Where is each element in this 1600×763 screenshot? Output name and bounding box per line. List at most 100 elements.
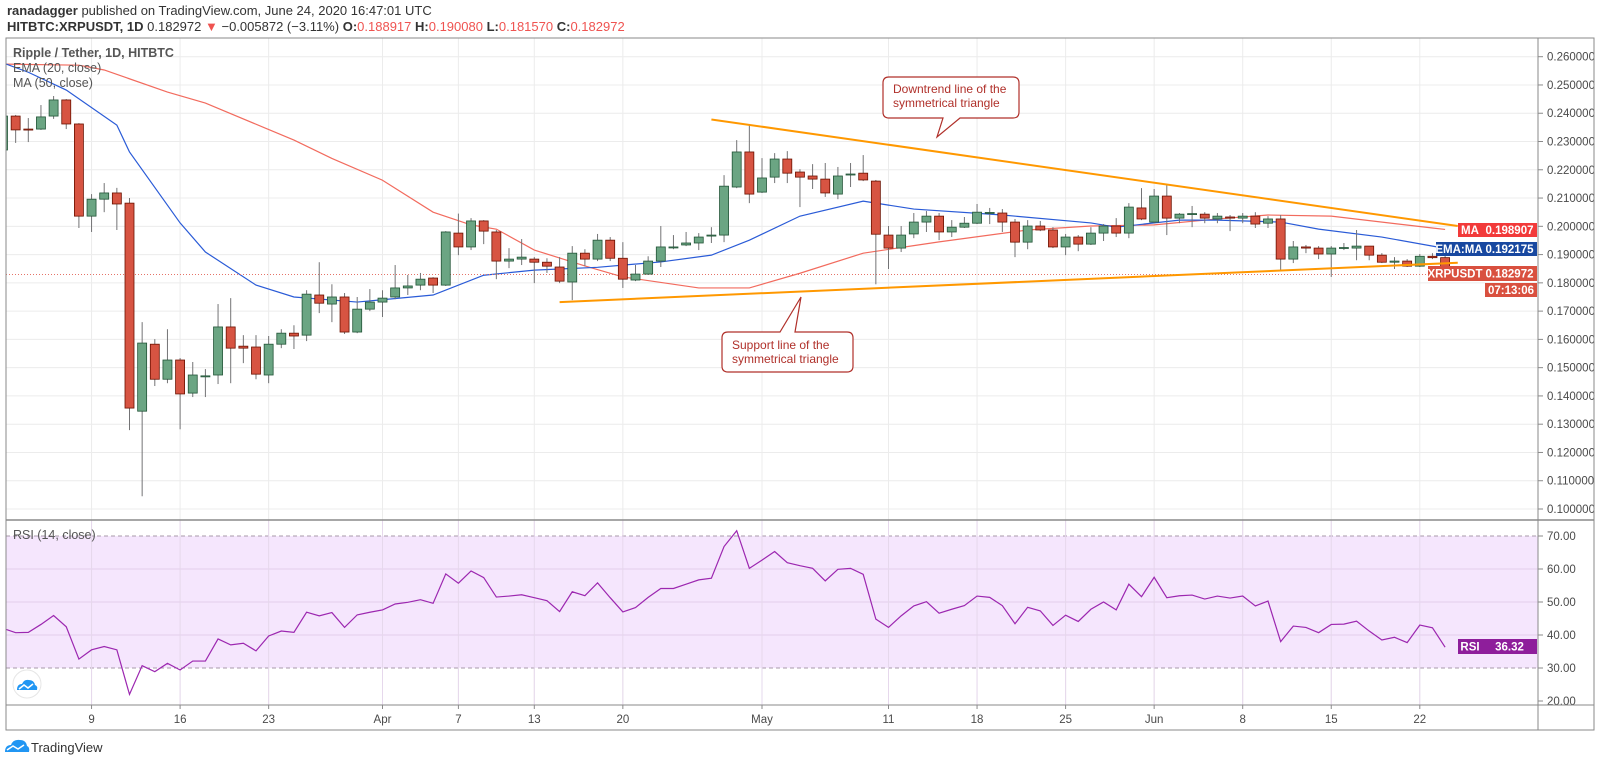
candle[interactable] [744,124,755,204]
candle[interactable] [137,322,148,497]
candle[interactable] [1073,235,1084,252]
candle[interactable] [289,325,299,349]
candle[interactable] [870,179,881,285]
candle[interactable] [769,153,780,184]
candle[interactable] [377,290,388,318]
candle[interactable] [1427,253,1438,260]
candle[interactable] [1376,253,1387,264]
legend-ema[interactable]: EMA (20, close) [13,61,101,75]
candle[interactable] [213,304,223,385]
main-pane[interactable] [6,38,1538,520]
candle[interactable] [984,207,995,225]
candle[interactable] [908,213,919,239]
candle[interactable] [554,257,565,284]
support-trendline[interactable] [559,261,1458,304]
candle[interactable] [795,169,805,208]
candle[interactable] [99,183,110,213]
candle[interactable] [592,233,603,262]
candle[interactable] [0,113,8,152]
candle[interactable] [352,296,363,334]
candle[interactable] [655,226,666,268]
tradingview-pane-logo[interactable] [12,669,42,699]
candle[interactable] [934,213,944,241]
candle[interactable] [1010,218,1020,258]
annotation-support[interactable]: Support line of the symmetrical triangle [721,296,854,373]
candle[interactable] [972,203,982,225]
candle[interactable] [440,231,451,286]
candle[interactable] [883,226,894,269]
candle[interactable] [681,231,691,247]
candle[interactable] [1174,213,1185,224]
candle[interactable] [390,265,401,300]
candle[interactable] [111,187,122,230]
candle[interactable] [453,213,464,256]
candle[interactable] [1187,205,1197,228]
candle[interactable] [580,249,590,267]
candle[interactable] [605,237,616,262]
candle[interactable] [731,140,742,189]
candle[interactable] [1326,246,1337,277]
candle[interactable] [175,358,186,430]
candle[interactable] [428,277,439,294]
candle[interactable] [238,335,249,364]
candle[interactable] [36,105,46,130]
candle[interactable] [263,335,274,384]
rsi-pane[interactable] [3,520,1538,705]
candle[interactable] [364,289,375,312]
candle[interactable] [478,220,489,245]
candle[interactable] [807,164,818,189]
candle[interactable] [48,95,59,119]
candle[interactable] [959,216,970,229]
candle[interactable] [1275,215,1286,271]
candle[interactable] [251,335,261,380]
candle[interactable] [491,229,502,280]
candle[interactable] [1048,227,1058,249]
candle[interactable] [1022,220,1033,250]
candle[interactable] [301,290,312,342]
candle[interactable] [1250,212,1261,229]
candle[interactable] [529,257,540,284]
candle[interactable] [997,209,1008,232]
candle[interactable] [149,339,160,387]
candle[interactable] [1364,245,1375,261]
price-pane[interactable] [0,63,1538,497]
candle[interactable] [415,272,426,291]
candle[interactable] [314,262,325,314]
candle[interactable] [1149,188,1160,224]
candle[interactable] [820,162,831,197]
candle[interactable] [1123,203,1134,239]
candle[interactable] [1288,241,1299,264]
candle[interactable] [706,227,717,243]
candle[interactable] [921,211,932,232]
candle[interactable] [276,329,287,349]
candle[interactable] [617,242,628,288]
candle[interactable] [516,239,527,266]
candle[interactable] [1389,257,1400,269]
candle[interactable] [542,258,552,273]
candle[interactable] [1212,213,1223,224]
downtrend-trendline[interactable] [711,118,1458,228]
candle[interactable] [946,220,957,238]
candle[interactable] [504,248,514,269]
candle[interactable] [896,226,907,253]
candle[interactable] [225,298,236,384]
candle[interactable] [845,162,856,188]
candle[interactable] [326,284,337,323]
candle[interactable] [668,235,679,250]
candle[interactable] [466,218,476,251]
candle[interactable] [1035,220,1046,232]
candle[interactable] [23,118,34,143]
candle[interactable] [1060,233,1071,256]
candle[interactable] [61,99,72,130]
candle[interactable] [74,123,84,229]
candle[interactable] [1136,188,1147,221]
legend-rsi[interactable]: RSI (14, close) [13,528,96,542]
annotation-downtrend[interactable]: Downtrend line of the symmetrical triang… [882,76,1020,139]
candle[interactable] [10,114,21,143]
candle[interactable] [124,198,135,431]
candle[interactable] [1086,227,1096,245]
candle[interactable] [1339,242,1349,251]
candle[interactable] [567,246,578,301]
candle[interactable] [782,151,793,184]
